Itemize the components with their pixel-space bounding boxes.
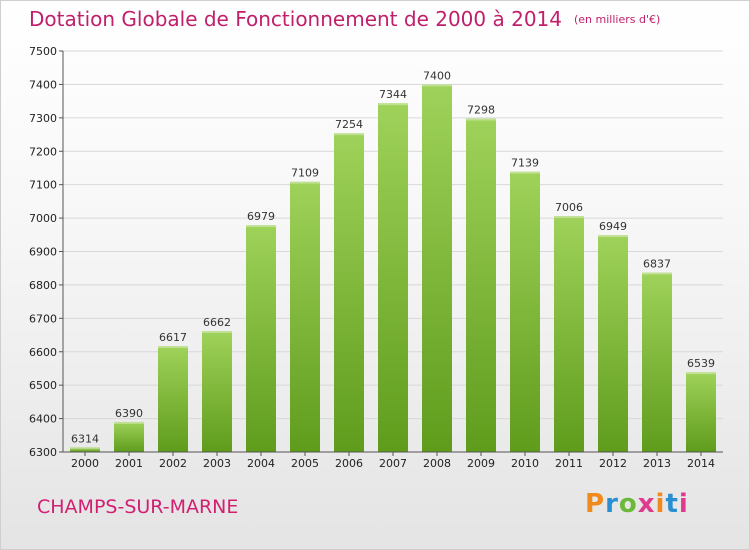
x-tick-label: 2000: [71, 457, 99, 470]
bar: [686, 372, 716, 452]
bar-highlight: [642, 272, 672, 275]
bar-highlight: [422, 84, 452, 87]
chart-subtitle: (en milliers d'€): [574, 13, 661, 26]
x-tick-label: 2009: [467, 457, 495, 470]
x-tick-label: 2010: [511, 457, 539, 470]
bar: [598, 235, 628, 452]
bar-value-label: 6390: [115, 407, 143, 420]
x-tick-label: 2003: [203, 457, 231, 470]
y-tick-label: 7000: [29, 212, 57, 225]
bar-value-label: 6662: [203, 316, 231, 329]
bar-highlight: [246, 225, 276, 228]
x-tick-label: 2005: [291, 457, 319, 470]
y-tick-label: 7500: [29, 45, 57, 58]
bar: [158, 346, 188, 452]
bar-value-label: 7006: [555, 201, 583, 214]
y-tick-label: 7200: [29, 145, 57, 158]
x-tick-label: 2011: [555, 457, 583, 470]
x-tick-label: 2004: [247, 457, 275, 470]
data-labels: 6314 6390 6617 6662 6979 7109 7254 7344 7400 7298…: [71, 69, 715, 445]
bar: [510, 171, 540, 453]
x-tick-label: 2001: [115, 457, 143, 470]
y-tick-label: 6800: [29, 279, 57, 292]
x-tick-label: 2007: [379, 457, 407, 470]
bar: [554, 216, 584, 452]
bar-highlight: [70, 447, 100, 450]
bar-value-label: 6979: [247, 210, 275, 223]
bars: [70, 84, 716, 453]
bar-highlight: [598, 235, 628, 238]
bar-highlight: [686, 372, 716, 375]
bar-highlight: [202, 331, 232, 334]
x-tick-label: 2014: [687, 457, 715, 470]
x-tick-label: 2013: [643, 457, 671, 470]
bar: [202, 331, 232, 452]
x-tick-label: 2002: [159, 457, 187, 470]
bar-highlight: [510, 171, 540, 174]
bar: [70, 447, 100, 452]
city-name: CHAMPS-SUR-MARNE: [37, 496, 239, 518]
y-tick-label: 7100: [29, 179, 57, 192]
y-tick-label: 6700: [29, 312, 57, 325]
bar-value-label: 7298: [467, 104, 495, 117]
bar-highlight: [466, 118, 496, 121]
bar-value-label: 6837: [643, 258, 671, 271]
y-tick-label: 7300: [29, 112, 57, 125]
bar: [378, 103, 408, 452]
chart-title: Dotation Globale de Fonctionnement de 20…: [29, 7, 562, 31]
bar-highlight: [554, 216, 584, 219]
axes: 6300 6400 6500 6600 6700 6800 6900 7000 7100 7200…: [29, 45, 723, 470]
y-tick-label: 7400: [29, 78, 57, 91]
bar-value-label: 6949: [599, 220, 627, 233]
bar-highlight: [334, 133, 364, 136]
bar: [114, 421, 144, 452]
bar-highlight: [158, 346, 188, 349]
logo-letter: i: [678, 489, 689, 519]
bar: [246, 225, 276, 452]
bar-value-label: 6539: [687, 357, 715, 370]
bar-highlight: [114, 421, 144, 424]
logo-letter: t: [665, 489, 679, 519]
bar: [422, 84, 452, 453]
bar-value-label: 7109: [291, 167, 319, 180]
x-tick-label: 2008: [423, 457, 451, 470]
y-tick-label: 6400: [29, 413, 57, 426]
bar-value-label: 7139: [511, 157, 539, 170]
x-tick-label: 2012: [599, 457, 627, 470]
y-tick-label: 6500: [29, 379, 57, 392]
chart-title-block: Dotation Globale de Fonctionnement de 20…: [29, 7, 660, 31]
bar: [466, 118, 496, 453]
bar-value-label: 6617: [159, 331, 187, 344]
bar-value-label: 7400: [423, 69, 451, 82]
x-tick-label: 2006: [335, 457, 363, 470]
y-tick-label: 6300: [29, 446, 57, 459]
bar: [290, 181, 320, 452]
bar-highlight: [378, 103, 408, 106]
bar-highlight: [290, 181, 320, 184]
proxiti-logo: Proxiti: [585, 489, 689, 519]
bar-value-label: 7254: [335, 118, 363, 131]
y-tick-label: 6600: [29, 346, 57, 359]
bar-value-label: 7344: [379, 88, 407, 101]
y-tick-label: 6900: [29, 246, 57, 259]
logo-letter: i: [655, 489, 666, 519]
logo-letter: P: [585, 489, 606, 519]
logo-letter: r: [605, 489, 619, 519]
bar-value-label: 6314: [71, 432, 99, 445]
bar: [642, 272, 672, 452]
bar: [334, 133, 364, 452]
logo-letter: o: [618, 489, 638, 519]
logo-letter: x: [637, 489, 656, 519]
